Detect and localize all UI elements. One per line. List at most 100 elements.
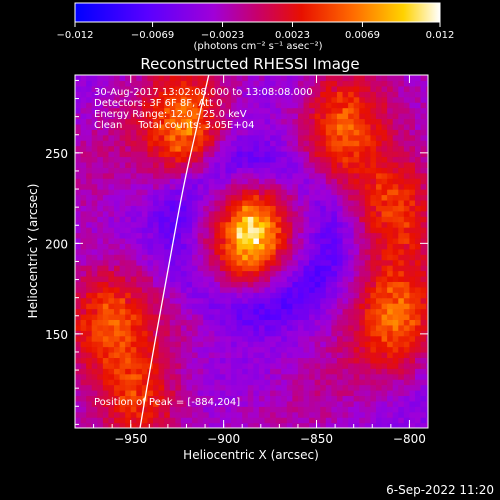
heatmap-cell [175,395,182,402]
heatmap-cell [102,129,110,136]
heatmap-cell [242,178,249,185]
heatmap-cell [225,113,232,120]
heatmap-cell [114,102,121,109]
heatmap-cell [236,134,243,141]
heatmap-cell [141,270,149,277]
heatmap-cell [258,75,266,82]
heatmap-cell [86,330,93,337]
heatmap-cell [197,368,204,375]
heatmap-cell [169,194,176,201]
heatmap-cell [398,254,405,261]
heatmap-cell [281,216,288,223]
heatmap-cell [320,140,327,147]
heatmap-cell [225,319,232,326]
heatmap-cell [403,406,411,413]
heatmap-cell [80,324,87,331]
heatmap-cell [75,172,82,179]
heatmap-cell [264,422,271,428]
heatmap-cell [192,221,199,228]
heatmap-cell [303,194,310,201]
heatmap-cell [420,80,427,87]
heatmap-cell [242,232,249,239]
heatmap-cell [219,221,227,228]
heatmap-cell [102,335,110,342]
heatmap-cell [186,248,193,255]
heatmap-cell [114,151,121,158]
heatmap-cell [348,297,355,304]
heatmap-cell [392,379,399,386]
heatmap-cell [114,297,121,304]
heatmap-cell [75,129,82,136]
heatmap-cell [203,210,210,217]
heatmap-cell [392,297,399,304]
heatmap-cell [197,308,204,315]
heatmap-cell [91,80,98,87]
heatmap-cell [320,411,327,418]
heatmap-cell [86,216,93,223]
heatmap-cell [247,265,254,272]
heatmap-cell [375,145,383,152]
heatmap-cell [275,270,282,277]
heatmap-cell [309,123,316,130]
heatmap-cell [420,248,427,255]
heatmap-cell [275,254,282,261]
heatmap-cell [153,102,160,109]
heatmap-cell [314,379,321,386]
heatmap-cell [108,145,115,152]
heatmap-cell [381,151,388,158]
heatmap-cell [242,270,249,277]
heatmap-cell [80,297,87,304]
heatmap-cell [236,357,243,364]
heatmap-cell [303,362,310,369]
heatmap-cell [253,297,260,304]
heatmap-cell [108,118,115,125]
heatmap-cell [130,292,137,299]
heatmap-cell [303,237,310,244]
heatmap-cell [342,145,349,152]
heatmap-cell [114,156,121,163]
heatmap-cell [108,384,115,391]
heatmap-cell [309,351,316,358]
heatmap-cell [180,113,188,120]
heatmap-cell [275,379,282,386]
heatmap-cell [197,178,204,185]
heatmap-cell [91,113,98,120]
heatmap-cell [153,199,160,206]
heatmap-cell [342,243,349,250]
heatmap-cell [91,243,98,250]
heatmap-cell [197,351,204,358]
heatmap-cell [169,75,176,82]
heatmap-cell [409,145,416,152]
heatmap-cell [258,286,266,293]
heatmap-cell [336,205,344,212]
heatmap-cell [392,113,399,120]
heatmap-cell [197,140,204,147]
heatmap-cell [392,422,399,428]
heatmap-cell [225,357,232,364]
heatmap-cell [314,265,321,272]
heatmap-cell [348,140,355,147]
heatmap-cell [147,123,154,130]
heatmap-cell [247,85,254,92]
heatmap-cell [102,346,110,353]
heatmap-cell [426,389,428,397]
heatmap-cell [86,395,93,402]
heatmap-cell [147,406,154,413]
heatmap-cell [180,107,188,114]
heatmap-cell [336,292,344,299]
heatmap-cell [314,145,321,152]
heatmap-cell [275,335,282,342]
heatmap-cell [426,129,428,136]
heatmap-cell [97,237,104,244]
heatmap-cell [314,91,321,98]
heatmap-cell [286,357,293,364]
heatmap-cell [164,85,171,92]
heatmap-cell [192,259,199,266]
heatmap-cell [169,406,176,413]
heatmap-cell [275,330,282,337]
heatmap-cell [214,216,221,223]
heatmap-cell [130,281,137,288]
heatmap-cell [219,199,227,206]
heatmap-cell [409,199,416,206]
heatmap-cell [264,335,271,342]
